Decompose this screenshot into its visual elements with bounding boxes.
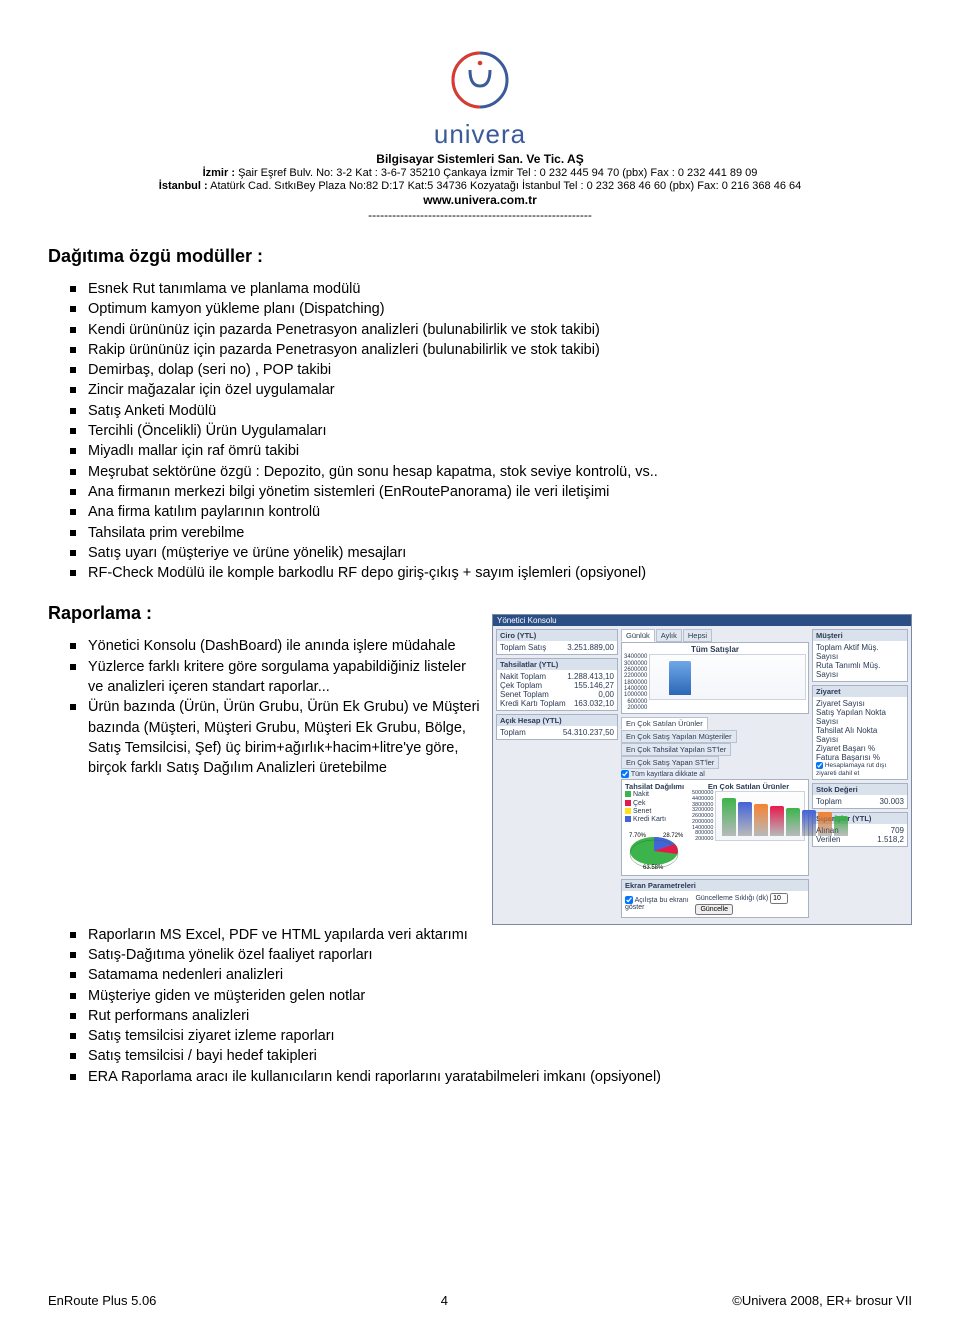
section-title-modules: Dağıtıma özgü modüller :	[48, 246, 912, 267]
rut-check[interactable]	[816, 762, 823, 769]
list-item: Satış uyarı (müşteriye ve ürüne yönelik)…	[70, 543, 912, 563]
reporting-list-a: Yönetici Konsolu (DashBoard) ile anında …	[48, 636, 480, 778]
list-item: Tercihli (Öncelikli) Ürün Uygulamaları	[70, 421, 912, 441]
list-item: Ürün bazında (Ürün, Ürün Grubu, Ürün Ek …	[70, 697, 480, 778]
list-item: Satış-Dağıtıma yönelik özel faaliyet rap…	[70, 945, 912, 965]
list-item: Meşrubat sektörüne özgü : Depozito, gün …	[70, 462, 912, 482]
list-item: Satış temsilcisi / bayi hedef takipleri	[70, 1046, 912, 1066]
list-item: Zincir mağazalar için özel uygulamalar	[70, 380, 912, 400]
list-item: Yönetici Konsolu (DashBoard) ile anında …	[70, 636, 480, 656]
address-izmir: İzmir : Şair Eşref Bulv. No: 3-2 Kat : 3…	[48, 167, 912, 179]
panel-stok: Stok Değeri Toplam30.003	[812, 783, 908, 809]
panel-ekran: Ekran Parametreleri Açılışta bu ekranı g…	[621, 879, 809, 918]
list-item: Demirbaş, dolap (seri no) , POP takibi	[70, 360, 912, 380]
footer-page-number: 4	[441, 1293, 448, 1308]
list-item: Tahsilata prim verebilme	[70, 523, 912, 543]
list-item: Müşteriye giden ve müşteriden gelen notl…	[70, 986, 912, 1006]
chart-title: Tüm Satışlar	[624, 645, 806, 654]
acilis-checkbox[interactable]	[625, 896, 633, 904]
footer-right: ©Univera 2008, ER+ brosur VII	[732, 1293, 912, 1308]
list-item: Rut performans analizleri	[70, 1006, 912, 1026]
list-item: ERA Raporlama aracı ile kullanıcıların k…	[70, 1067, 912, 1087]
list-item: Ana firmanın merkezi bilgi yönetim siste…	[70, 482, 912, 502]
list-item: Yüzlerce farklı kritere göre sorgulama y…	[70, 657, 480, 698]
divider-dashes: ----------------------------------------…	[48, 208, 912, 222]
encok-tabs[interactable]: En Çok Satılan ÜrünlerEn Çok Satış Yapıl…	[621, 717, 809, 769]
pie-chart-icon: 7.70% 28.72% 63.58%	[625, 825, 683, 871]
list-item: RF-Check Modülü ile komple barkodlu RF d…	[70, 563, 912, 583]
univera-logo-icon	[448, 48, 512, 112]
website: www.univera.com.tr	[48, 193, 912, 207]
list-item: Satamama nedenleri analizleri	[70, 965, 912, 985]
tum-kayit-checkbox[interactable]	[621, 770, 629, 778]
svg-text:63.58%: 63.58%	[643, 865, 664, 871]
modules-list: Esnek Rut tanımlama ve planlama modülüOp…	[48, 279, 912, 583]
svg-text:28.72%: 28.72%	[663, 833, 683, 839]
list-item: Miyadlı mallar için raf ömrü takibi	[70, 441, 912, 461]
dashboard-tabs[interactable]: GünlükAylıkHepsi	[621, 629, 809, 642]
brand-text: univera	[434, 119, 526, 150]
panel-tahsilat: Tahsilatlar (YTL) Nakit Toplam1.288.413,…	[496, 658, 618, 711]
footer-left: EnRoute Plus 5.06	[48, 1293, 156, 1308]
logo: univera	[434, 48, 526, 150]
reporting-list-b: Raporların MS Excel, PDF ve HTML yapılar…	[48, 925, 912, 1087]
letterhead: univera Bilgisayar Sistemleri San. Ve Ti…	[48, 48, 912, 222]
guncel-input[interactable]	[770, 893, 788, 904]
list-item: Optimum kamyon yükleme planı (Dispatchin…	[70, 299, 912, 319]
list-item: Satış temsilcisi ziyaret izleme raporlar…	[70, 1026, 912, 1046]
dashboard-window-title: Yönetici Konsolu	[493, 615, 911, 626]
list-item: Rakip ürününüz için pazarda Penetrasyon …	[70, 340, 912, 360]
list-item: Esnek Rut tanımlama ve planlama modülü	[70, 279, 912, 299]
list-item: Raporların MS Excel, PDF ve HTML yapılar…	[70, 925, 912, 945]
panel-acik-hesap: Açık Hesap (YTL) Toplam54.310.237,50	[496, 714, 618, 740]
panel-musteri: Müşteri Toplam Aktif Müş. SayısıRuta Tan…	[812, 629, 908, 682]
panel-ziyaret: Ziyaret Ziyaret SayısıSatış Yapılan Nokt…	[812, 685, 908, 779]
company-name: Bilgisayar Sistemleri San. Ve Tic. AŞ	[48, 152, 912, 166]
page-footer: EnRoute Plus 5.06 4 ©Univera 2008, ER+ b…	[48, 1293, 912, 1308]
list-item: Kendi ürününüz için pazarda Penetrasyon …	[70, 320, 912, 340]
address-istanbul: İstanbul : Atatürk Cad. SıtkıBey Plaza N…	[48, 180, 912, 192]
dashboard-screenshot: Yönetici Konsolu Ciro (YTL) Toplam Satış…	[492, 614, 912, 924]
svg-text:7.70%: 7.70%	[629, 833, 647, 839]
guncelle-button[interactable]: Güncelle	[695, 904, 733, 915]
panel-ciro: Ciro (YTL) Toplam Satış3.251.889,00	[496, 629, 618, 655]
list-item: Satış Anketi Modülü	[70, 401, 912, 421]
list-item: Ana firma katılım paylarının kontrolü	[70, 502, 912, 522]
